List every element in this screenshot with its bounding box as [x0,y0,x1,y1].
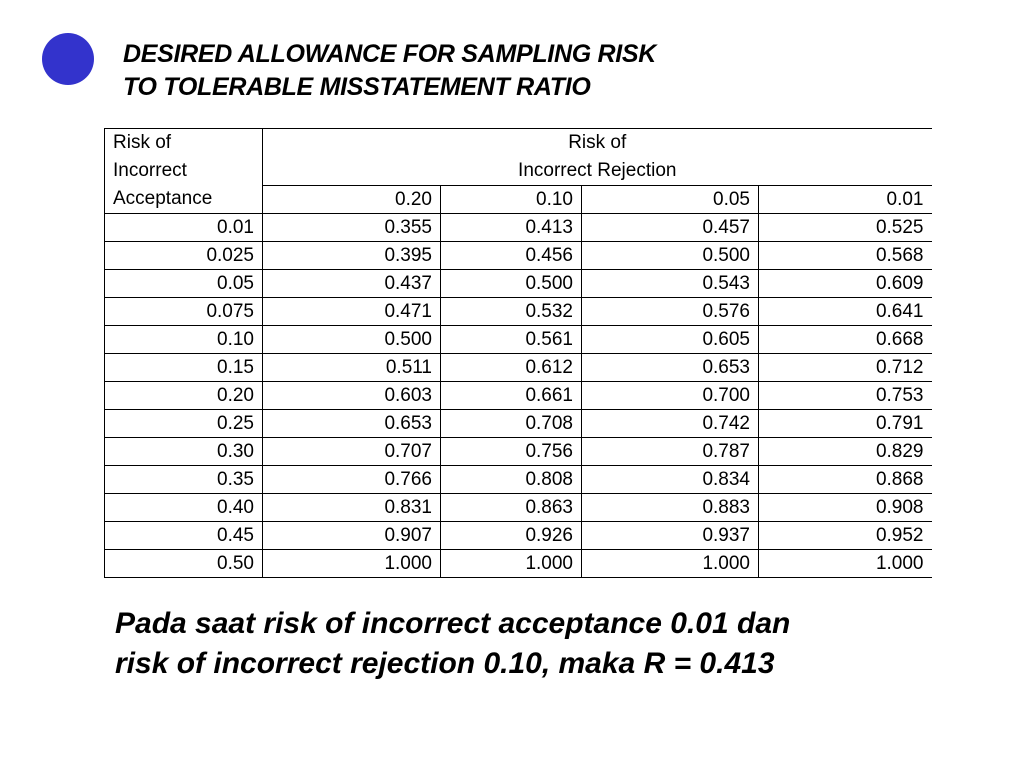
row-header-line: Incorrect [113,160,187,181]
table-cell: 0.712 [758,353,932,382]
table-cell: 0.525 [758,213,932,242]
table-cell: 0.653 [262,409,441,438]
table-cell: 0.829 [758,437,932,466]
table-cell: 0.868 [758,465,932,494]
slide-title-line-1: DESIRED ALLOWANCE FOR SAMPLING RISK [123,40,657,68]
table-cell: 0.700 [581,381,759,410]
table-body: 0.01 0.355 0.413 0.457 0.525 0.025 0.395… [104,213,932,578]
row-label: 0.30 [104,437,263,466]
table-cell: 1.000 [758,549,932,578]
slide-bullet-icon [42,33,94,85]
table-cell: 0.883 [581,493,759,522]
column-group-header-line: Risk of [568,132,627,153]
table-row: 0.35 0.766 0.808 0.834 0.868 [104,465,932,494]
table-cell: 0.543 [581,269,759,298]
table-cell: 0.926 [440,521,582,550]
table-cell: 0.653 [581,353,759,382]
column-header: 0.20 [262,185,441,214]
table-cell: 0.908 [758,493,932,522]
table-cell: 0.707 [262,437,441,466]
table-cell: 0.612 [440,353,582,382]
column-group-header-risk-of-incorrect-rejection: Risk of Incorrect Rejection [262,128,932,186]
table-cell: 0.456 [440,241,582,270]
row-header-line: Acceptance [113,188,213,209]
table-cell: 0.561 [440,325,582,354]
row-label: 0.20 [104,381,263,410]
row-label: 0.15 [104,353,263,382]
table-row: 0.075 0.471 0.532 0.576 0.641 [104,297,932,326]
table-cell: 0.437 [262,269,441,298]
table-cell: 0.500 [440,269,582,298]
row-label: 0.10 [104,325,263,354]
table-cell: 0.863 [440,493,582,522]
table-cell: 0.413 [440,213,582,242]
table-row: 0.30 0.707 0.756 0.787 0.829 [104,437,932,466]
table-cell: 0.831 [262,493,441,522]
table-cell: 0.708 [440,409,582,438]
table-cell: 0.457 [581,213,759,242]
row-label: 0.35 [104,465,263,494]
table-row: 0.01 0.355 0.413 0.457 0.525 [104,213,932,242]
table-cell: 0.641 [758,297,932,326]
table-cell: 0.753 [758,381,932,410]
table-cell: 0.661 [440,381,582,410]
table-cell: 0.500 [581,241,759,270]
row-label: 0.025 [104,241,263,270]
table-row: 0.40 0.831 0.863 0.883 0.908 [104,493,932,522]
column-header: 0.10 [440,185,582,214]
table-cell: 0.605 [581,325,759,354]
table-cell: 0.511 [262,353,441,382]
table-row: 0.05 0.437 0.500 0.543 0.609 [104,269,932,298]
table-cell: 1.000 [581,549,759,578]
table-row: 0.025 0.395 0.456 0.500 0.568 [104,241,932,270]
table-cell: 0.500 [262,325,441,354]
risk-ratio-table: Risk of Incorrect Acceptance Risk of Inc… [104,128,932,578]
row-header-line: Risk of [113,132,172,153]
column-header: 0.05 [581,185,759,214]
table-cell: 0.668 [758,325,932,354]
table-cell: 0.937 [581,521,759,550]
table-row: 0.10 0.500 0.561 0.605 0.668 [104,325,932,354]
table-cell: 0.952 [758,521,932,550]
table-cell: 0.603 [262,381,441,410]
row-header-risk-of-incorrect-acceptance: Risk of Incorrect Acceptance [104,128,263,214]
table-cell: 0.576 [581,297,759,326]
table-cell: 0.355 [262,213,441,242]
column-group-header-line: Incorrect Rejection [518,160,677,181]
table-cell: 0.742 [581,409,759,438]
table-row: 0.20 0.603 0.661 0.700 0.753 [104,381,932,410]
table-cell: 0.791 [758,409,932,438]
row-label: 0.45 [104,521,263,550]
row-label: 0.05 [104,269,263,298]
table-cell: 1.000 [440,549,582,578]
table-cell: 0.568 [758,241,932,270]
conclusion-note-line-1: Pada saat risk of incorrect acceptance 0… [115,607,791,640]
table-cell: 1.000 [262,549,441,578]
column-header: 0.01 [758,185,932,214]
table-row: 0.25 0.653 0.708 0.742 0.791 [104,409,932,438]
table-cell: 0.471 [262,297,441,326]
table-row: 0.15 0.511 0.612 0.653 0.712 [104,353,932,382]
conclusion-note-line-2: risk of incorrect rejection 0.10, maka R… [115,647,775,680]
table-cell: 0.907 [262,521,441,550]
table-row: 0.50 1.000 1.000 1.000 1.000 [104,549,932,578]
table-cell: 0.756 [440,437,582,466]
slide-title-line-2: TO TOLERABLE MISSTATEMENT RATIO [123,73,591,101]
table-row: 0.45 0.907 0.926 0.937 0.952 [104,521,932,550]
row-label: 0.01 [104,213,263,242]
table-cell: 0.395 [262,241,441,270]
table-cell: 0.834 [581,465,759,494]
table-cell: 0.808 [440,465,582,494]
row-label: 0.075 [104,297,263,326]
slide-title: DESIRED ALLOWANCE FOR SAMPLING RISK TO T… [123,38,656,104]
table-cell: 0.766 [262,465,441,494]
row-label: 0.40 [104,493,263,522]
table-cell: 0.532 [440,297,582,326]
table-cell: 0.609 [758,269,932,298]
row-label: 0.25 [104,409,263,438]
row-label: 0.50 [104,549,263,578]
table-cell: 0.787 [581,437,759,466]
conclusion-note: Pada saat risk of incorrect acceptance 0… [115,604,790,684]
